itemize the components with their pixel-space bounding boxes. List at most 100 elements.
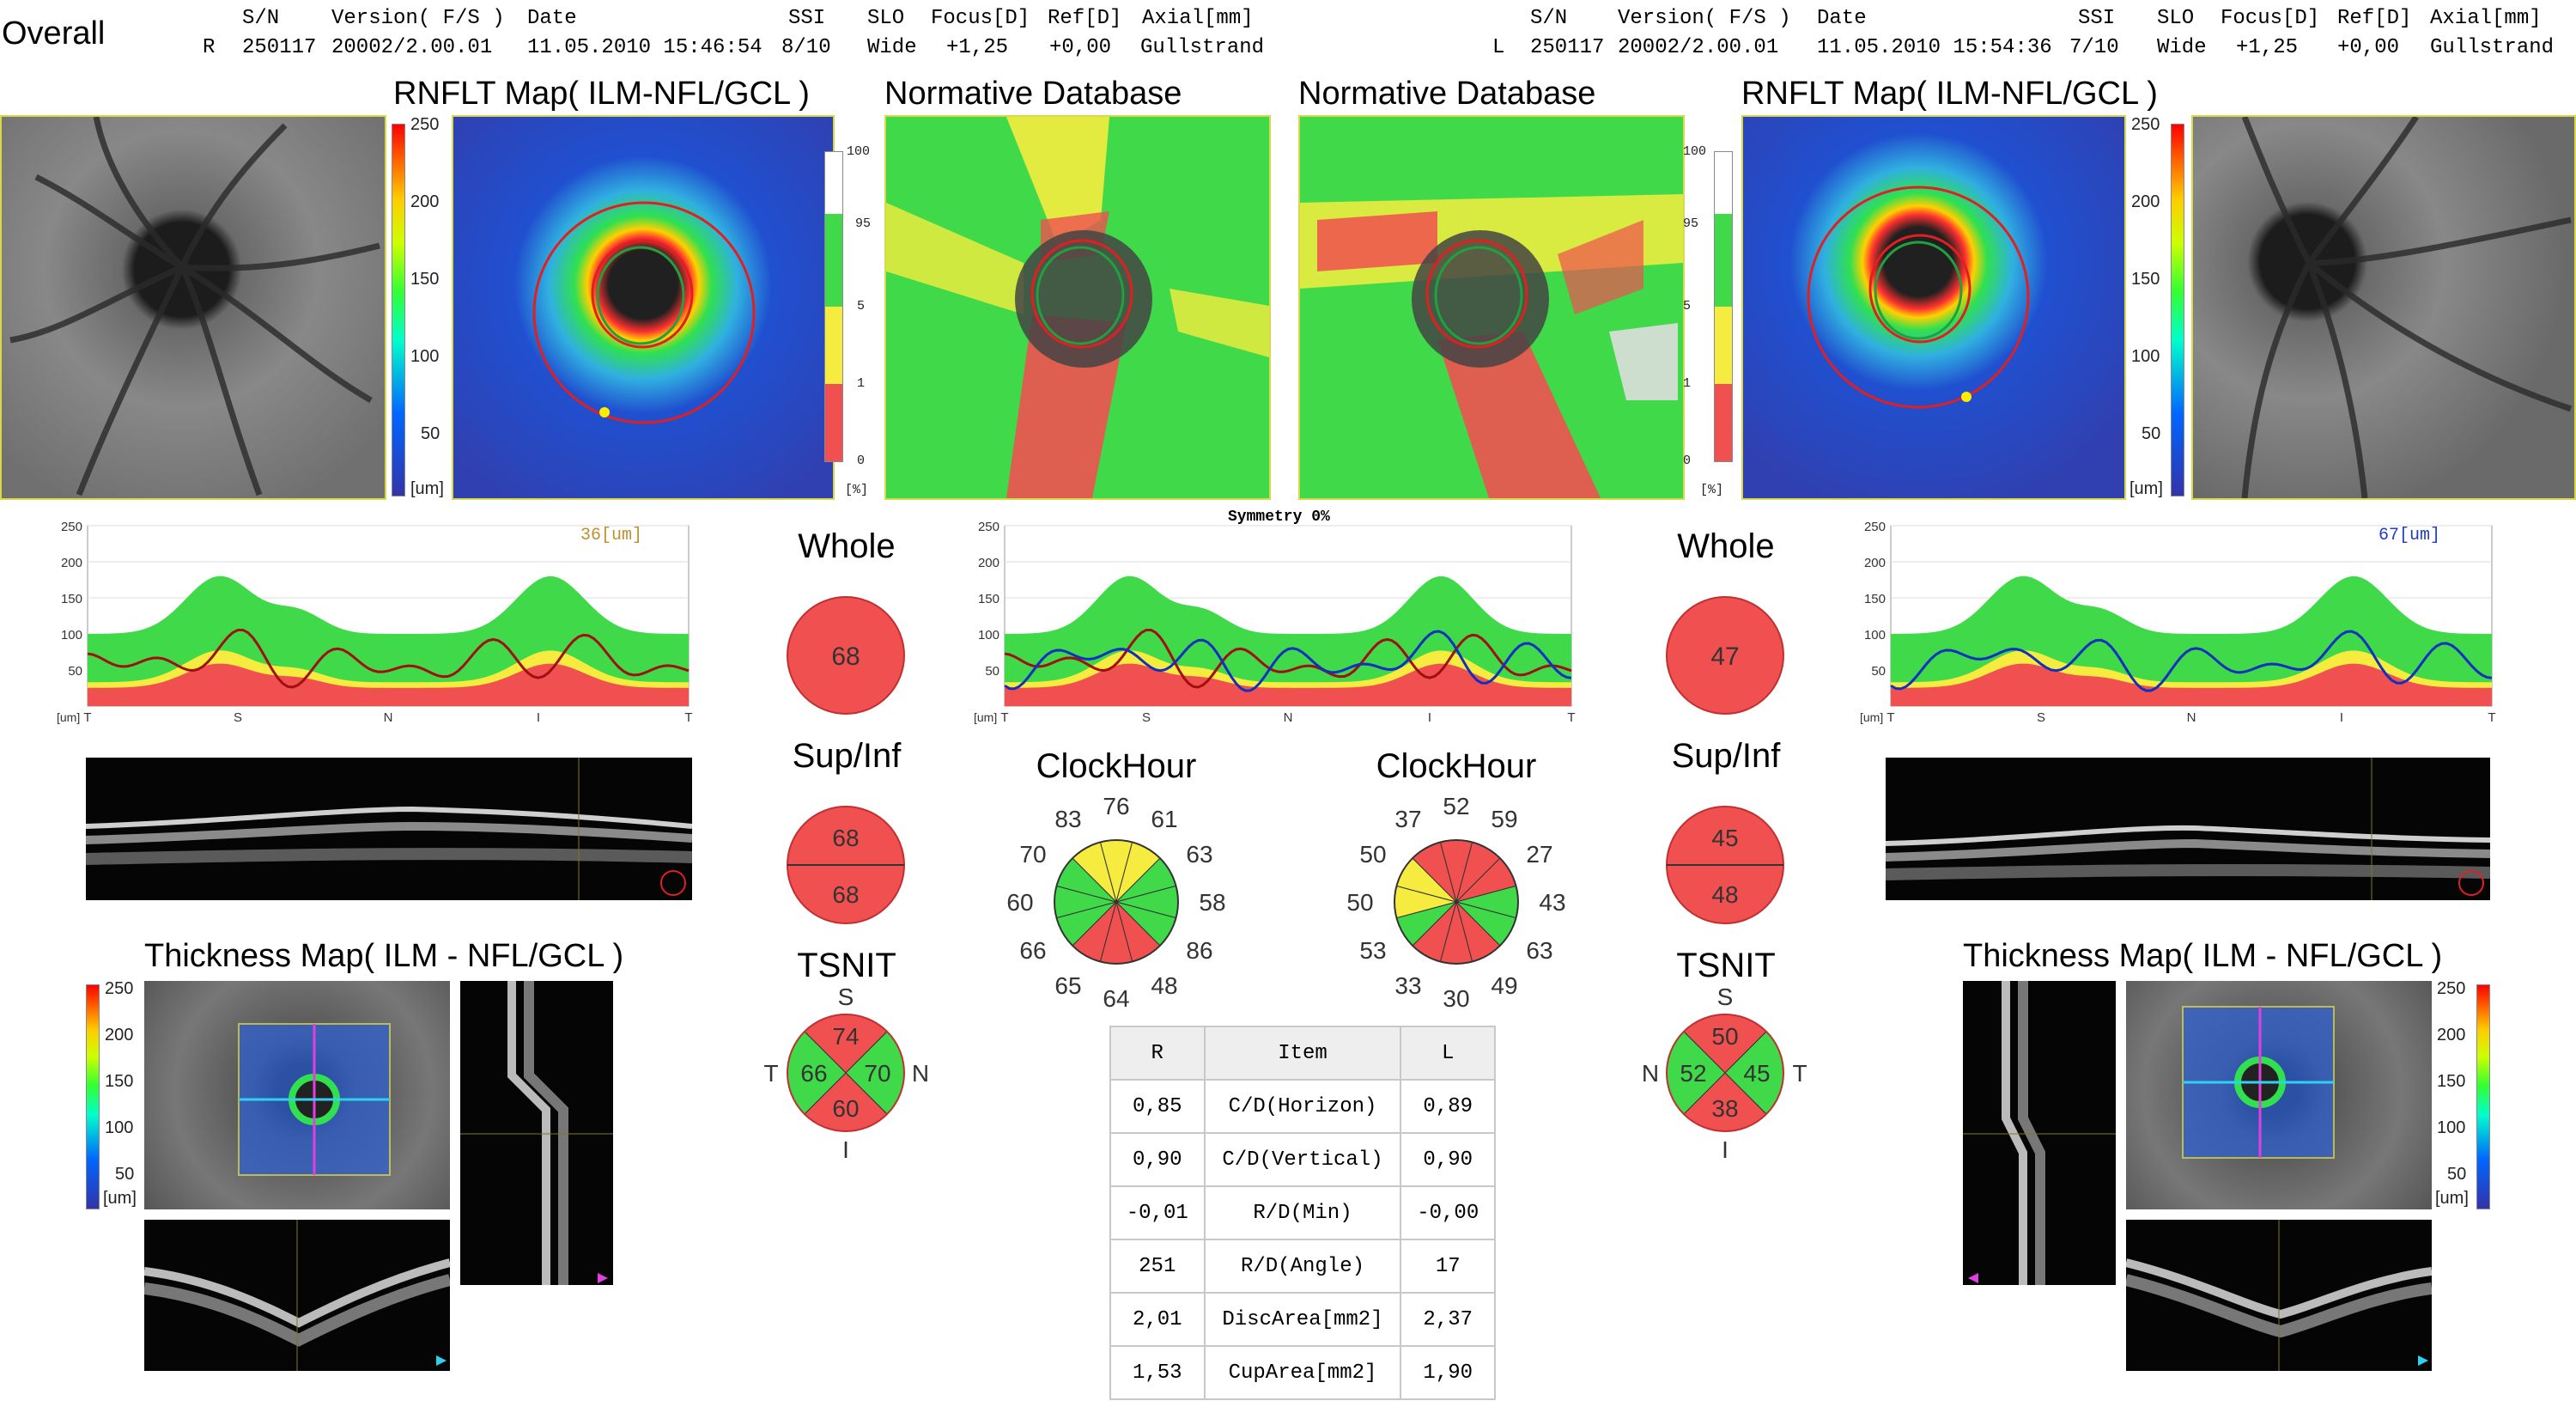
thickness-overlay-left	[2182, 1006, 2335, 1159]
x-tick-label: T	[684, 710, 692, 725]
nd-unit-l: [%]	[1700, 483, 1724, 497]
nd-tick-100-r: 100	[847, 144, 871, 159]
normative-overlay-left	[1300, 194, 1683, 498]
header-left-ssi: 7/10	[2069, 36, 2119, 59]
cbar-tick-150-r: 150	[410, 270, 440, 289]
header-left-date: 11.05.2010 15:54:36	[1817, 36, 2052, 59]
symmetry-label: Symmetry 0%	[1228, 509, 1330, 526]
tsnit-quadrant-right: 74 66 70 60 S I T N	[763, 984, 929, 1163]
nd-tick-5-l: 5	[1683, 299, 1692, 314]
tsnit-s-label-right: S	[838, 984, 854, 1010]
header-right-axial: Gullstrand	[1140, 36, 1265, 59]
table-row: 251 R/D(Angle) 17	[1109, 1239, 1496, 1294]
x-tick-label: N	[384, 710, 393, 725]
oct-bscan-right	[85, 758, 693, 900]
header-col-ssi: SSI	[788, 7, 826, 30]
supinf-circle-right: 68 68	[787, 806, 905, 924]
x-tick-label: I	[537, 710, 540, 725]
normative-db-title-right: Normative Database	[884, 76, 1182, 112]
thickness-colorbar-left	[2476, 984, 2490, 1209]
header-col-focus-l: Focus[D]	[2221, 7, 2320, 30]
table-cell-item: C/D(Horizon)	[1203, 1079, 1402, 1134]
whole-circle-left: 47	[1666, 596, 1784, 715]
tsnit-label-right: TSNIT	[797, 947, 896, 984]
table-cell-l: 0,89	[1400, 1079, 1496, 1134]
tcbar-250-l: 250	[2437, 979, 2466, 998]
fundus-vessels-left	[2241, 117, 2573, 498]
rnflt-map-left	[1741, 115, 2126, 500]
header-right-slo: Wide	[867, 36, 917, 59]
nd-tick-0-l: 0	[1683, 454, 1692, 468]
x-tick-label: T	[2488, 710, 2495, 725]
header-col-sn: S/N	[242, 7, 280, 30]
y-tick-label: 100	[978, 628, 999, 643]
y-tick-label: 200	[1864, 556, 1886, 570]
tsnit-t-label-left: T	[1792, 1060, 1807, 1087]
thickness-overlay-right	[238, 1023, 391, 1176]
table-cell-item: R/D(Min)	[1203, 1185, 1402, 1240]
inf-value-left: 48	[1711, 881, 1738, 908]
tsnit-t-value-left: 45	[1743, 1060, 1770, 1087]
table-row: 0,85 C/D(Horizon) 0,89	[1109, 1079, 1496, 1134]
whole-value-right: 68	[831, 643, 860, 671]
clockhour-label-right: ClockHour	[1036, 747, 1197, 785]
tsnit-i-value-left: 38	[1711, 1095, 1738, 1122]
tsnit-i-value-right: 60	[832, 1095, 859, 1122]
clockhour-value: 33	[1394, 972, 1421, 999]
table-header-r: R	[1109, 1026, 1206, 1081]
tcbar-150-r: 150	[105, 1072, 134, 1091]
sup-value-right: 68	[832, 825, 859, 851]
clockhour-value: 48	[1151, 972, 1177, 999]
table-cell-item: DiscArea[mm2]	[1203, 1292, 1402, 1347]
nd-tick-100-l: 100	[1683, 144, 1707, 159]
clockhour-value: 66	[1019, 937, 1046, 964]
table-header-row: R Item L	[1109, 1026, 1496, 1081]
table-row: 1,53 CupArea[mm2] 1,90	[1109, 1345, 1496, 1400]
table-cell-l: 1,90	[1400, 1345, 1496, 1400]
tcbar-50-l: 50	[2447, 1165, 2467, 1184]
x-tick-label: T	[1886, 710, 1894, 725]
table-cell-r: 251	[1109, 1239, 1206, 1294]
tsnit-quadrant-left: 50 52 45 38 S I N T	[1642, 984, 1807, 1163]
whole-circle-right: 68	[787, 596, 905, 715]
table-row: 2,01 DiscArea[mm2] 2,37	[1109, 1292, 1496, 1347]
rnfl-profile-line	[1890, 630, 2493, 692]
header-col-slo-l: SLO	[2157, 7, 2195, 30]
header-col-axial-l: Axial[mm]	[2430, 7, 2542, 30]
rnflt-colorbar-left	[2171, 124, 2184, 496]
header-col-ssi-l: SSI	[2078, 7, 2116, 30]
y-tick-label: 50	[985, 664, 999, 679]
clockhour-value: 53	[1359, 937, 1386, 964]
normative-band-outside	[1891, 663, 2492, 706]
cbar-tick-150-l: 150	[2131, 270, 2160, 289]
header-left-focus: +1,25	[2236, 36, 2299, 59]
x-tick-label: I	[2340, 710, 2343, 725]
thickness-vertical-bscan-right	[460, 981, 613, 1285]
graph-unit-label: [um]	[57, 710, 80, 724]
vbscan-layers-left	[1963, 981, 2116, 1285]
normative-colorbar-left	[1714, 151, 1733, 462]
header-left-slo: Wide	[2157, 36, 2207, 59]
clockhour-value: 37	[1394, 806, 1421, 832]
tsnit-n-value-right: 70	[864, 1060, 890, 1087]
x-tick-label: S	[2037, 710, 2045, 725]
y-tick-label: 150	[1864, 592, 1886, 606]
rnfl-profile-line	[1004, 630, 1572, 692]
vbscan-layers-right	[460, 981, 613, 1285]
thickness-fundus-right	[144, 981, 450, 1209]
cbar-tick-100-r: 100	[410, 347, 440, 366]
x-tick-label: N	[1284, 710, 1293, 725]
y-tick-label: 150	[978, 592, 999, 606]
cbar-tick-50-r: 50	[421, 424, 440, 443]
tcbar-unit-l: [um]	[2435, 1189, 2469, 1208]
tcbar-unit-r: [um]	[103, 1189, 137, 1208]
tcbar-50-r: 50	[115, 1165, 135, 1184]
header-left-ref: +0,00	[2337, 36, 2400, 59]
header-col-date-l: Date	[1817, 7, 1867, 30]
fundus-vessels-right	[9, 117, 380, 496]
header-right-date: 11.05.2010 15:46:54	[527, 36, 762, 59]
y-tick-label: 250	[978, 520, 999, 534]
y-tick-label: 50	[68, 664, 82, 679]
